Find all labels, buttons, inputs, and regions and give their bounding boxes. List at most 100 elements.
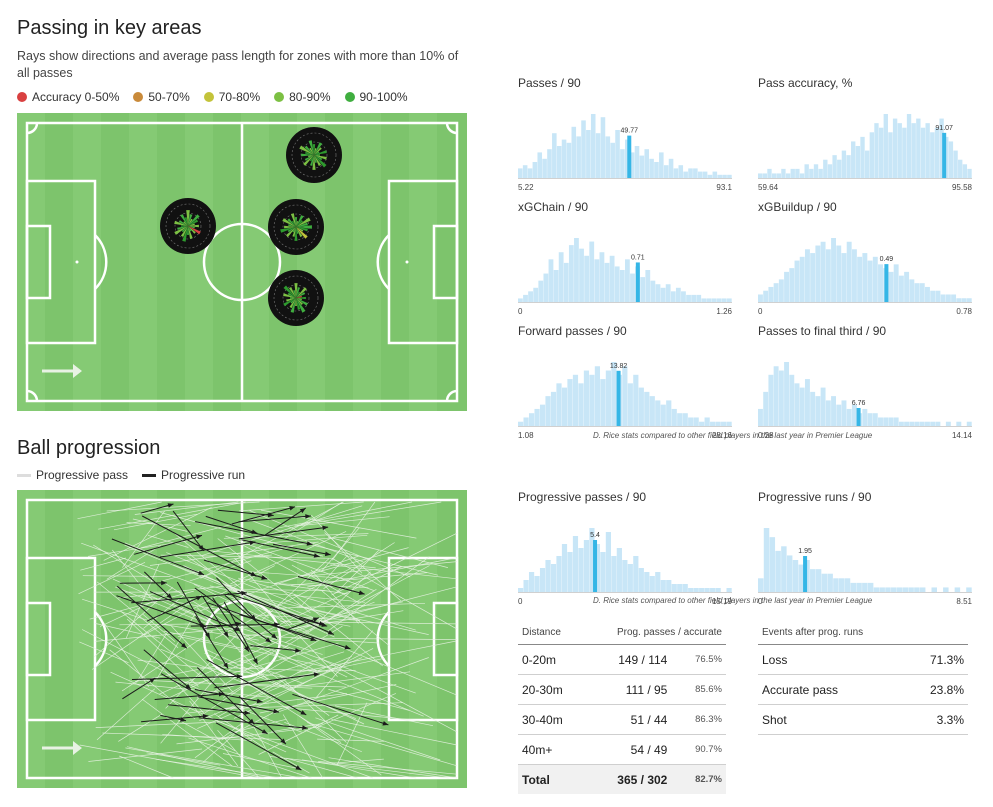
histogram-bar	[715, 588, 721, 592]
player-marker-label: 13.82	[610, 363, 628, 370]
histogram-bar	[925, 286, 930, 302]
histogram-bar	[966, 421, 972, 426]
histogram-bar	[768, 374, 774, 426]
histogram-bar	[671, 408, 677, 426]
histogram-min-label: 5.22	[518, 183, 534, 192]
histogram-bar	[678, 165, 684, 178]
histogram-bar	[773, 283, 779, 302]
progressive-pass-line	[204, 549, 376, 569]
histogram-bar	[644, 572, 650, 592]
histogram-bar	[712, 171, 718, 178]
pass-direction-ray	[296, 296, 306, 300]
histogram-bar	[721, 298, 727, 302]
histogram-bar	[776, 173, 781, 178]
progressive-pass-line	[189, 560, 252, 582]
progressive-pass-line	[225, 534, 368, 547]
histogram-bar	[699, 421, 705, 426]
histogram-bar	[768, 286, 774, 302]
histogram-bar	[954, 587, 961, 592]
histogram-bar	[893, 264, 899, 302]
progressive-pass-line	[327, 536, 448, 568]
progressive-pass-line	[193, 583, 302, 637]
histogram-bar	[528, 413, 535, 426]
histogram-bar	[930, 290, 936, 302]
progressive-pass-line	[324, 532, 402, 601]
histogram-bar	[818, 168, 823, 178]
histogram-bar	[655, 572, 661, 592]
histogram-bar	[518, 421, 524, 426]
progressive-run-arrow	[146, 595, 203, 622]
progressive-pass-line	[301, 759, 417, 779]
histogram-bar	[930, 421, 936, 426]
pass-direction-ray	[301, 153, 314, 157]
progressive-pass-line	[142, 613, 176, 642]
progressive-pass-line	[110, 671, 287, 753]
progressive-pass-line	[269, 756, 449, 779]
histogram-bar	[799, 173, 805, 178]
histogram-bar	[935, 290, 941, 302]
histogram-bar	[567, 552, 573, 592]
histogram-bar	[916, 118, 921, 178]
histogram-bar	[862, 408, 868, 426]
histogram-bar	[600, 117, 606, 178]
histogram-bar	[675, 287, 681, 302]
progressive-pass-line	[146, 752, 221, 766]
pass-direction-ray	[181, 225, 188, 227]
progressive-pass-line	[268, 603, 338, 677]
histogram-bar	[962, 164, 968, 178]
histogram-bar	[702, 171, 708, 178]
histogram-bar	[908, 587, 914, 592]
histogram-bar	[778, 279, 784, 302]
progressive-pass-line	[273, 657, 429, 715]
histogram-bar	[934, 127, 940, 178]
pass-direction-ray	[308, 140, 314, 155]
histogram-bar	[625, 259, 630, 302]
histogram-bar	[522, 165, 528, 178]
histogram-bar	[538, 280, 544, 302]
histogram-bar	[633, 374, 639, 426]
player-marker-label: 5.4	[590, 532, 600, 539]
progressive-run-arrow	[207, 602, 317, 642]
histogram-bar	[715, 421, 721, 426]
histogram-bar	[951, 294, 957, 302]
pass-direction-ray	[282, 218, 296, 227]
progressive-run-arrow	[292, 693, 389, 726]
histogram-bar	[758, 578, 764, 592]
progressive-pass-line	[271, 602, 426, 609]
histogram-bar	[604, 262, 610, 302]
table-row: 30-40m 51 / 44 86.3%	[518, 704, 726, 735]
pass-zone-radar	[268, 199, 324, 255]
distance-value: 51 / 44	[580, 704, 672, 735]
histogram-min-label: 59.64	[758, 183, 779, 192]
legend-dot-icon	[344, 92, 355, 102]
histogram-bar	[638, 568, 644, 592]
histogram-bar	[860, 136, 865, 178]
pass-direction-ray	[314, 155, 323, 161]
histogram-bar	[879, 587, 885, 592]
histogram-bar	[534, 576, 540, 592]
histogram-bar	[850, 582, 857, 592]
progressive-run-arrow	[202, 595, 229, 638]
histogram-bar	[548, 259, 554, 302]
histogram-bar	[566, 142, 572, 178]
histogram-bar	[671, 584, 677, 592]
progressive-pass-line	[121, 630, 213, 692]
histogram-bar	[961, 298, 967, 302]
pass-direction-ray	[188, 226, 193, 239]
histogram-bar	[594, 544, 601, 592]
histogram-bar	[784, 271, 790, 302]
progressive-pass-line	[236, 706, 302, 733]
histogram: Passes / 90 49.77 5.22 93.1	[518, 76, 732, 194]
progressive-pass-line	[318, 761, 458, 775]
progressive-pass-line	[155, 758, 280, 779]
progressive-pass-line	[251, 520, 364, 563]
histogram-bar	[810, 253, 816, 302]
progressive-pass-line	[106, 501, 260, 512]
histogram-bar	[872, 413, 878, 426]
histogram-bar	[693, 417, 699, 426]
progressive-pass-line	[267, 610, 351, 627]
progressive-run-arrow	[238, 695, 287, 745]
histogram-bar	[707, 174, 713, 178]
histogram-bar	[568, 245, 574, 302]
pass-direction-ray	[296, 222, 308, 227]
